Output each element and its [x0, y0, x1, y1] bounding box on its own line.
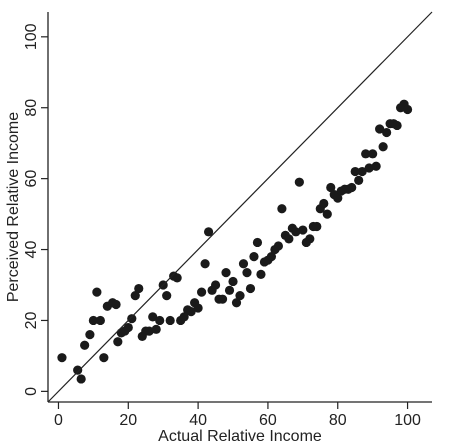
- data-point: [186, 306, 196, 317]
- data-point: [277, 204, 287, 214]
- data-point: [252, 237, 263, 248]
- data-point: [333, 193, 343, 203]
- data-point: [203, 227, 214, 237]
- data-point: [73, 365, 83, 375]
- data-point: [235, 291, 245, 301]
- data-point: [305, 234, 315, 244]
- data-point: [85, 330, 95, 340]
- data-point: [382, 127, 392, 138]
- data-point: [144, 326, 154, 336]
- y-tick-label: 0: [23, 387, 40, 396]
- data-point: [172, 273, 182, 283]
- data-point: [249, 252, 259, 262]
- data-point: [200, 259, 210, 269]
- data-point: [378, 142, 388, 152]
- data-point: [375, 124, 385, 134]
- data-point: [294, 177, 304, 187]
- y-axis-title: Perceived Relative Income: [5, 112, 22, 302]
- x-tick-label: 80: [329, 412, 347, 429]
- data-point: [322, 209, 332, 219]
- data-point: [95, 315, 105, 326]
- y-tick-label: 80: [23, 99, 40, 117]
- y-tick-label: 100: [23, 23, 40, 50]
- x-tick-label: 20: [119, 412, 137, 429]
- x-tick-label: 0: [54, 412, 63, 429]
- x-tick-label: 100: [394, 412, 421, 429]
- reference-line-y-equals-x: [47, 11, 433, 403]
- y-tick-label: 60: [23, 170, 40, 188]
- data-point: [99, 353, 109, 363]
- data-point: [127, 314, 137, 324]
- data-point: [113, 337, 123, 347]
- data-point: [354, 175, 364, 186]
- data-point: [312, 221, 322, 232]
- data-point: [371, 161, 381, 171]
- data-point: [347, 182, 357, 193]
- data-point: [242, 267, 252, 278]
- data-point: [221, 267, 231, 278]
- data-point: [92, 287, 102, 297]
- data-point: [148, 312, 158, 322]
- data-point: [238, 259, 249, 269]
- x-tick-label: 60: [259, 412, 277, 429]
- data-point: [326, 182, 336, 193]
- data-point: [231, 298, 242, 308]
- data-point: [256, 269, 266, 279]
- x-tick-label: 40: [189, 412, 207, 429]
- data-point: [162, 291, 172, 301]
- data-point: [130, 291, 140, 301]
- data-point: [368, 149, 378, 159]
- data-point: [134, 283, 144, 294]
- data-point: [364, 163, 374, 173]
- x-axis-title: Actual Relative Income: [158, 428, 322, 445]
- data-point: [357, 166, 367, 177]
- data-point: [179, 312, 189, 322]
- data-point: [80, 340, 90, 350]
- y-axis-ticks: 0 20 40 60 80 100: [23, 23, 48, 396]
- data-point: [361, 149, 371, 159]
- data-point: [123, 322, 133, 333]
- data-point: [298, 225, 308, 235]
- y-tick-label: 40: [23, 241, 40, 259]
- data-point: [228, 276, 238, 287]
- data-point: [224, 285, 235, 295]
- data-point: [273, 241, 283, 251]
- data-point: [291, 227, 301, 237]
- x-axis-ticks: 0 20 40 60 80 100: [54, 402, 421, 429]
- data-point: [319, 198, 329, 209]
- data-point: [245, 283, 256, 294]
- y-tick-label: 20: [23, 311, 40, 329]
- data-point: [111, 299, 121, 310]
- data-point: [76, 374, 86, 384]
- data-point: [193, 303, 203, 313]
- data-point: [155, 315, 165, 326]
- data-point: [210, 280, 221, 290]
- data-point: [88, 315, 98, 326]
- data-point: [57, 353, 67, 363]
- data-point: [197, 287, 207, 297]
- data-points: [57, 99, 413, 384]
- data-point: [402, 104, 413, 115]
- data-point: [392, 120, 402, 131]
- data-point: [165, 315, 175, 326]
- data-point: [266, 252, 277, 262]
- data-point: [284, 234, 294, 244]
- data-point: [217, 294, 228, 304]
- data-point: [350, 166, 360, 177]
- data-point: [151, 324, 161, 334]
